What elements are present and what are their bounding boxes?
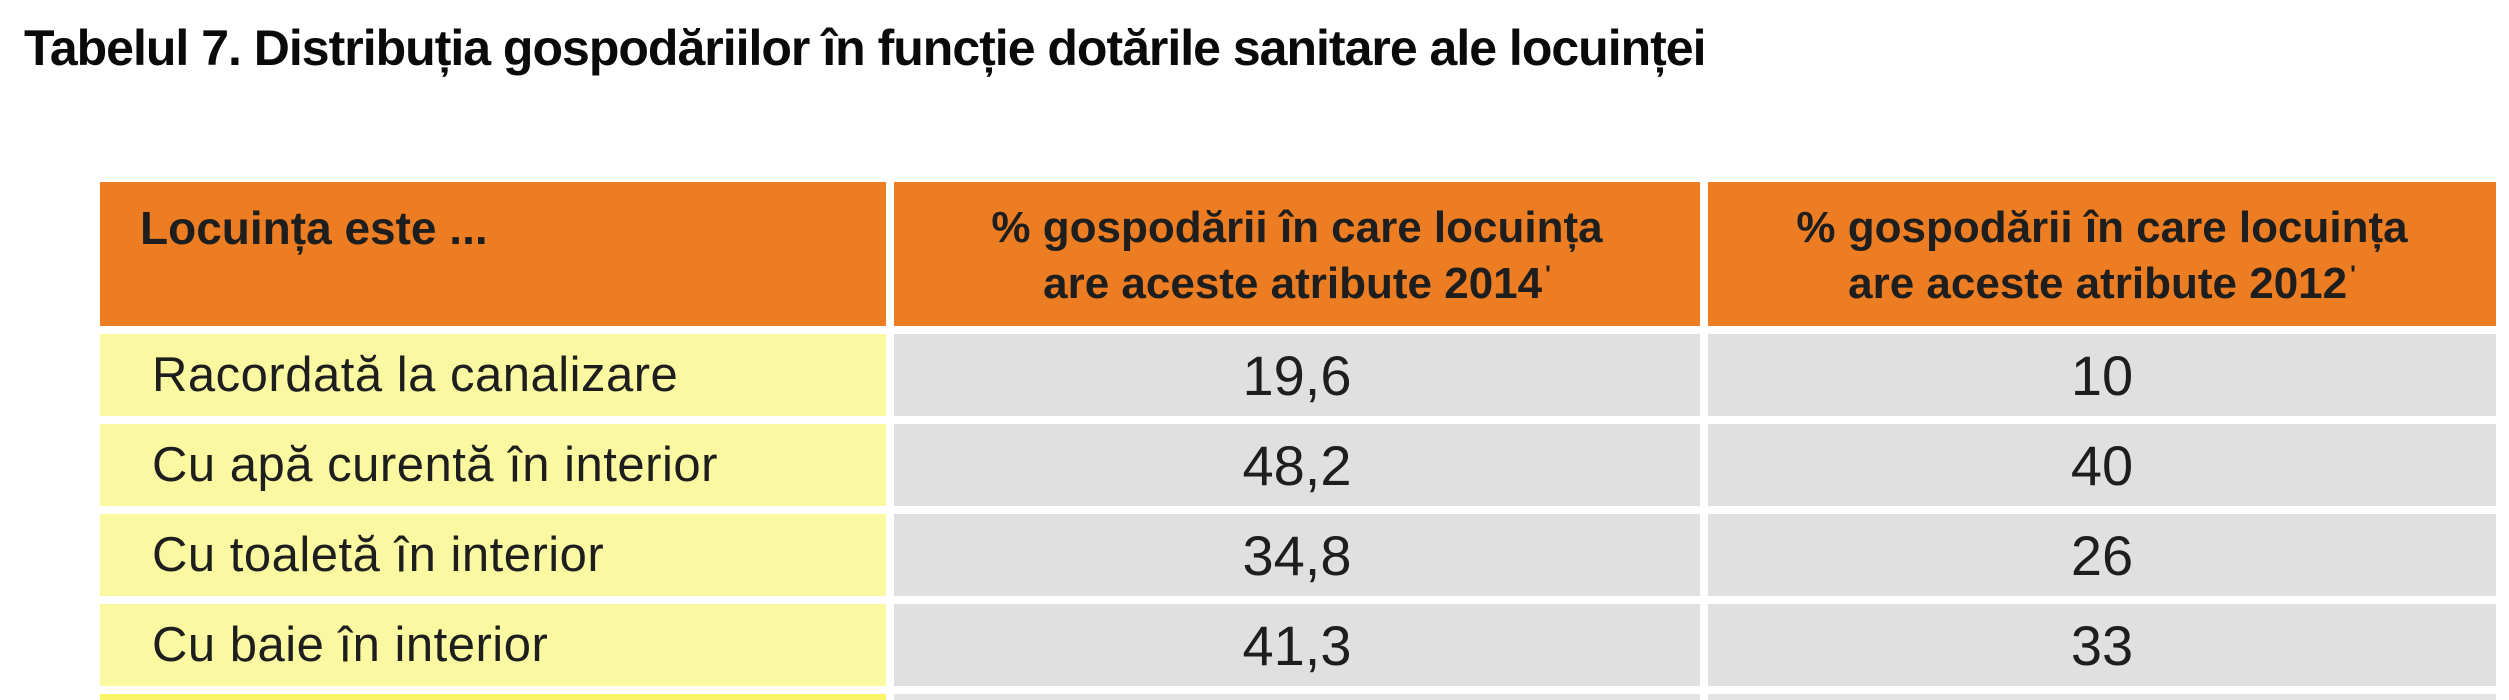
value-cell-2014: 41,3: [894, 604, 1700, 686]
value-2012: 10: [2070, 343, 2134, 407]
value-2014: 19,6: [1242, 343, 1352, 407]
header-cell-2014: % gospodării în care locuința are aceste…: [894, 182, 1700, 326]
row-label: Cu apă curentă în interior: [152, 438, 718, 492]
header-line: % gospodării în care locuința: [894, 200, 1700, 256]
header-cell-2012: % gospodării în care locuința are aceste…: [1708, 182, 2496, 326]
value-cell-2012: 40: [1708, 424, 2496, 506]
value-2014: 41,3: [1242, 613, 1352, 677]
value-cell-2014: 48,2: [894, 424, 1700, 506]
row-label-cell: Cu toaletă în interior: [100, 514, 886, 596]
header-cell-dwelling: Locuința este ...: [100, 182, 886, 326]
row-label: Cu baie în interior: [152, 618, 549, 672]
row-label-cell: Cu baie în interior: [100, 604, 886, 686]
value-cell-2014: 34,8: [894, 514, 1700, 596]
partial-next-row-label-cell: [100, 694, 886, 700]
value-2012: 26: [2070, 523, 2134, 587]
header-label: % gospodării în care locuința: [1796, 203, 2408, 252]
value-cell-2014: 19,6: [894, 334, 1700, 416]
table-title: Tabelul 7. Distribuția gospodăriilor în …: [24, 20, 1706, 76]
value-cell-2012: 10: [1708, 334, 2496, 416]
row-label: Cu toaletă în interior: [152, 528, 605, 582]
value-2014: 48,2: [1242, 433, 1352, 497]
partial-next-row-value-cell: [894, 694, 1700, 700]
row-label-cell: Cu apă curentă în interior: [100, 424, 886, 506]
header-label: Locuința este ...: [140, 202, 488, 254]
header-line: % gospodării în care locuința: [1708, 200, 2496, 256]
value-cell-2012: 33: [1708, 604, 2496, 686]
header-line: are aceste atribute 2014 ': [894, 256, 1700, 312]
partial-next-row-value-cell: [1708, 694, 2496, 700]
header-label: are aceste atribute 2012: [1848, 259, 2348, 308]
header-label: are aceste atribute 2014: [1043, 259, 1543, 308]
row-label-cell: Racordată la canalizare: [100, 334, 886, 416]
header-line: are aceste atribute 2012 ': [1708, 256, 2496, 312]
value-2012: 40: [2070, 433, 2134, 497]
sanitation-table: Locuința este ... % gospodării în care l…: [100, 182, 2496, 700]
value-2014: 34,8: [1242, 523, 1352, 587]
value-2012: 33: [2070, 613, 2134, 677]
footnote-mark: ': [2350, 261, 2356, 289]
header-label: % gospodării în care locuința: [991, 203, 1603, 252]
row-label: Racordată la canalizare: [152, 348, 679, 402]
value-cell-2012: 26: [1708, 514, 2496, 596]
footnote-mark: ': [1545, 261, 1551, 289]
